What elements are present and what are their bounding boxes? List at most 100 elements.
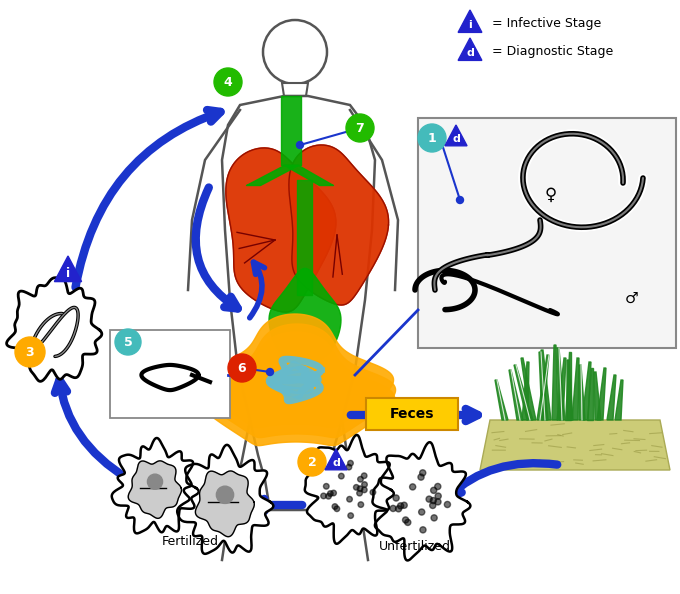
Circle shape — [326, 494, 331, 499]
Circle shape — [339, 473, 344, 479]
Circle shape — [361, 473, 367, 479]
Polygon shape — [587, 368, 593, 420]
Polygon shape — [197, 332, 394, 446]
Polygon shape — [480, 420, 670, 470]
Polygon shape — [226, 148, 336, 312]
Polygon shape — [305, 435, 394, 544]
Circle shape — [393, 495, 399, 501]
Text: 1: 1 — [428, 131, 437, 144]
Polygon shape — [579, 365, 585, 420]
Text: 2: 2 — [307, 456, 316, 469]
Polygon shape — [572, 358, 579, 420]
Circle shape — [444, 501, 450, 507]
Text: ♀: ♀ — [545, 186, 557, 204]
Circle shape — [403, 517, 409, 523]
Polygon shape — [514, 365, 533, 420]
Polygon shape — [521, 358, 536, 420]
Polygon shape — [373, 442, 471, 561]
Circle shape — [435, 484, 441, 489]
Text: Fertilized: Fertilized — [162, 535, 218, 548]
Text: = Infective Stage: = Infective Stage — [492, 17, 601, 30]
Polygon shape — [557, 348, 565, 420]
Circle shape — [370, 489, 376, 495]
Circle shape — [296, 141, 303, 148]
Polygon shape — [54, 256, 82, 282]
Circle shape — [435, 499, 441, 505]
FancyBboxPatch shape — [110, 330, 230, 418]
Text: 7: 7 — [356, 122, 364, 134]
Polygon shape — [129, 461, 182, 519]
Text: Unfertilized: Unfertilized — [379, 540, 451, 553]
Circle shape — [418, 124, 446, 152]
Polygon shape — [222, 96, 375, 510]
Text: i: i — [468, 20, 472, 30]
Circle shape — [405, 519, 411, 526]
FancyBboxPatch shape — [366, 398, 458, 430]
Polygon shape — [445, 125, 467, 146]
Polygon shape — [269, 268, 341, 359]
Polygon shape — [552, 345, 558, 420]
Circle shape — [348, 513, 354, 519]
Circle shape — [430, 487, 437, 494]
Polygon shape — [282, 83, 308, 96]
Text: i: i — [66, 267, 70, 280]
Circle shape — [362, 487, 367, 492]
Text: 5: 5 — [124, 336, 133, 349]
Circle shape — [15, 337, 45, 367]
Circle shape — [398, 503, 404, 509]
Polygon shape — [567, 360, 573, 420]
Circle shape — [347, 460, 354, 466]
Circle shape — [263, 20, 327, 84]
Polygon shape — [582, 362, 591, 420]
Polygon shape — [537, 355, 549, 420]
Circle shape — [346, 465, 352, 470]
Circle shape — [430, 503, 436, 508]
Text: ♂: ♂ — [625, 290, 639, 305]
Polygon shape — [615, 380, 623, 420]
Circle shape — [324, 484, 329, 489]
Circle shape — [357, 491, 362, 496]
Circle shape — [115, 329, 141, 355]
Polygon shape — [607, 375, 616, 420]
Polygon shape — [177, 445, 273, 554]
Polygon shape — [565, 352, 571, 420]
Circle shape — [298, 448, 326, 476]
Polygon shape — [594, 372, 601, 420]
Polygon shape — [289, 145, 388, 305]
Polygon shape — [7, 277, 102, 381]
Circle shape — [456, 197, 464, 204]
Text: = Diagnostic Stage: = Diagnostic Stage — [492, 46, 613, 58]
Text: d: d — [332, 459, 340, 468]
Text: d: d — [466, 48, 474, 58]
Text: 3: 3 — [26, 346, 34, 359]
Circle shape — [354, 485, 359, 490]
Circle shape — [362, 482, 367, 487]
Text: 6: 6 — [238, 362, 246, 374]
Circle shape — [357, 486, 363, 491]
Circle shape — [148, 474, 163, 489]
Circle shape — [214, 68, 242, 96]
Circle shape — [431, 515, 437, 521]
Circle shape — [332, 504, 338, 509]
Circle shape — [409, 484, 415, 490]
Circle shape — [330, 490, 337, 496]
Circle shape — [321, 493, 326, 499]
FancyBboxPatch shape — [418, 118, 676, 348]
Circle shape — [216, 486, 234, 504]
Text: Feces: Feces — [390, 407, 435, 421]
Circle shape — [390, 505, 396, 511]
Circle shape — [396, 505, 402, 512]
Circle shape — [401, 502, 407, 508]
Circle shape — [419, 509, 425, 515]
Polygon shape — [195, 471, 254, 537]
Circle shape — [228, 354, 256, 382]
Polygon shape — [325, 449, 347, 470]
Circle shape — [358, 476, 363, 482]
Polygon shape — [199, 324, 396, 438]
Circle shape — [426, 496, 432, 502]
Circle shape — [435, 493, 441, 499]
Polygon shape — [597, 368, 606, 420]
Polygon shape — [197, 314, 394, 428]
Polygon shape — [495, 380, 508, 420]
Polygon shape — [509, 370, 523, 420]
